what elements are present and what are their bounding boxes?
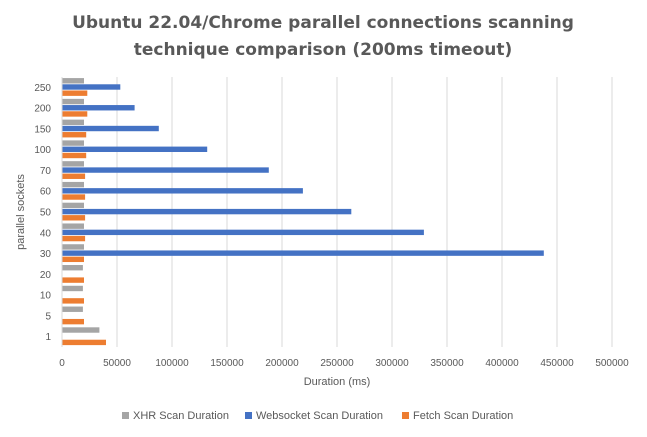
x-tick-label: 100000 — [155, 358, 189, 369]
bar — [62, 306, 83, 312]
y-tick-label: 200 — [34, 104, 51, 115]
x-tick-labels: 0 50000 100000 150000 200000 250000 300000 3500… — [59, 358, 629, 369]
bar — [62, 125, 159, 132]
bar — [62, 98, 84, 105]
bar — [62, 327, 100, 333]
x-axis-label: Duration (ms) — [304, 376, 371, 388]
x-tick-label: 150000 — [210, 358, 244, 369]
x-tick-label: 350000 — [430, 358, 464, 369]
y-tick-labels: 1 5 10 20 30 40 50 60 70 100 150 200 250 — [34, 83, 51, 343]
x-tick-label: 200000 — [265, 358, 299, 369]
legend-swatch — [402, 412, 409, 419]
y-tick-label: 40 — [40, 228, 52, 239]
bar — [62, 229, 424, 236]
y-tick-label: 70 — [40, 166, 52, 177]
y-tick-label: 50 — [40, 208, 52, 219]
y-tick-label: 1 — [45, 332, 51, 343]
chart-title-line-1: Ubuntu 22.04/Chrome parallel connections… — [72, 13, 574, 33]
bar — [62, 339, 106, 346]
bar — [62, 105, 135, 111]
x-tick-label: 50000 — [103, 358, 131, 369]
bar — [62, 208, 352, 215]
y-tick-label: 60 — [40, 187, 52, 198]
bar — [62, 285, 83, 292]
y-axis-label: parallel sockets — [15, 174, 27, 250]
bar — [62, 78, 84, 84]
y-tick-label: 250 — [34, 83, 51, 94]
x-tick-label: 0 — [59, 358, 65, 369]
bar — [62, 167, 269, 173]
y-tick-label: 10 — [40, 291, 52, 302]
legend-label: XHR Scan Duration — [133, 410, 229, 422]
bar — [62, 119, 84, 126]
legend: XHR Scan Duration Websocket Scan Duration… — [122, 410, 513, 422]
bar — [62, 256, 84, 263]
x-tick-label: 400000 — [485, 358, 519, 369]
legend-swatch — [245, 412, 252, 419]
bar — [62, 146, 208, 152]
bar — [62, 244, 84, 250]
legend-label: Fetch Scan Duration — [413, 410, 513, 422]
bar — [62, 90, 88, 96]
bar — [62, 181, 84, 188]
bar — [62, 235, 86, 242]
bar — [62, 132, 87, 138]
bars — [62, 78, 544, 346]
bar — [62, 215, 86, 221]
x-tick-label: 300000 — [375, 358, 409, 369]
bar — [62, 298, 84, 304]
chart-title-line-2: technique comparison (200ms timeout) — [134, 40, 513, 60]
bar — [62, 140, 84, 146]
bar — [62, 202, 84, 209]
y-tick-label: 20 — [40, 270, 52, 281]
y-tick-label: 150 — [34, 124, 51, 135]
bar — [62, 194, 86, 200]
bar — [62, 277, 84, 283]
x-tick-label: 450000 — [540, 358, 574, 369]
bar — [62, 265, 83, 271]
legend-label: Websocket Scan Duration — [256, 410, 383, 422]
bar — [62, 84, 121, 90]
bar — [62, 152, 87, 159]
bar — [62, 161, 84, 167]
legend-swatch — [122, 412, 129, 419]
bar — [62, 223, 84, 229]
bar — [62, 111, 88, 117]
bar — [62, 318, 84, 325]
bar — [62, 250, 544, 256]
x-tick-label: 500000 — [595, 358, 629, 369]
y-tick-label: 5 — [45, 311, 51, 322]
y-tick-label: 30 — [40, 249, 52, 260]
chart-title: Ubuntu 22.04/Chrome parallel connections… — [72, 13, 574, 60]
y-tick-label: 100 — [34, 145, 51, 156]
x-tick-label: 250000 — [320, 358, 354, 369]
bar — [62, 173, 86, 179]
bar — [62, 188, 303, 194]
